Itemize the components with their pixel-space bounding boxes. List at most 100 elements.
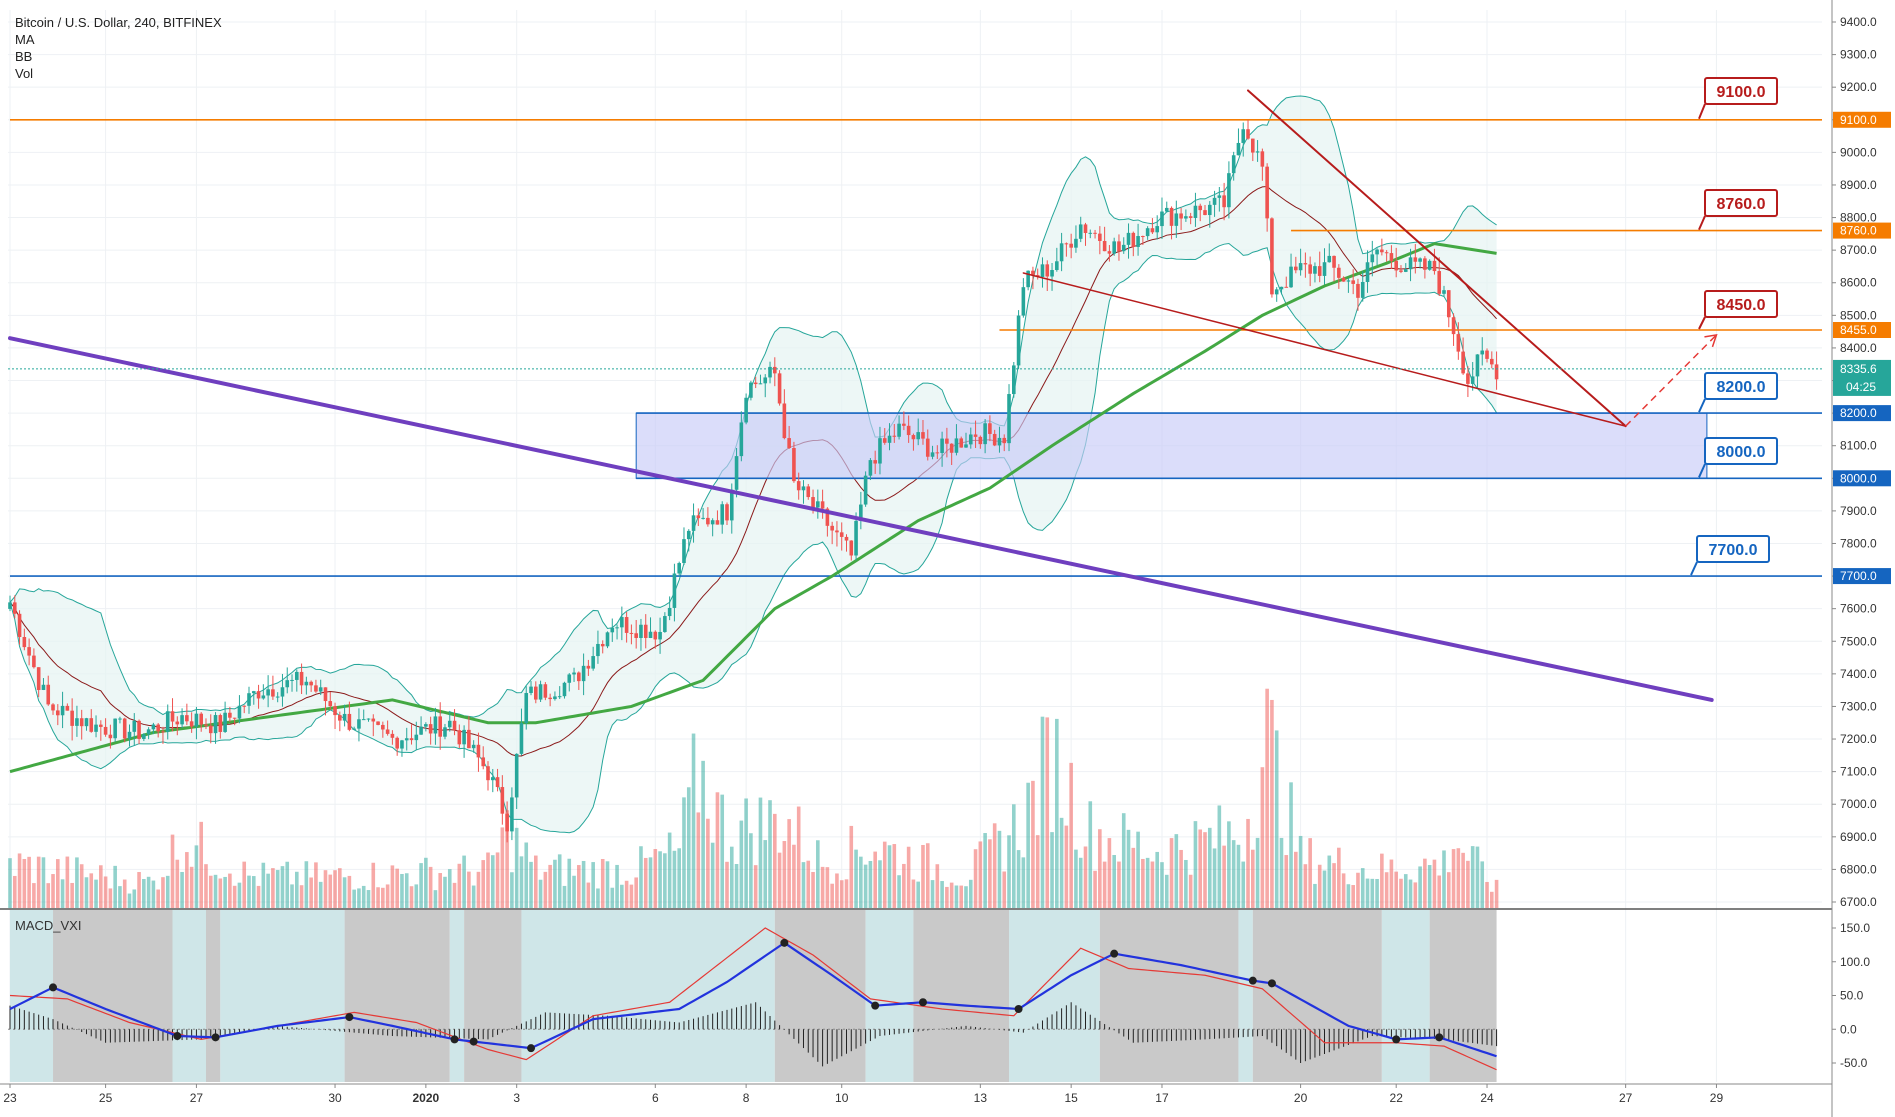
volume-bar (1002, 871, 1007, 908)
volume-bar (113, 865, 117, 908)
trendline-wedge-upper (1247, 89, 1627, 428)
candle (567, 673, 572, 692)
candle-body (777, 373, 782, 404)
volume-bar (103, 876, 108, 908)
candle-body (806, 486, 811, 498)
volume-bar (1494, 879, 1499, 908)
candle-body (1212, 197, 1217, 205)
volume-bar (749, 833, 753, 908)
candle (1322, 248, 1327, 285)
volume-bar (1212, 848, 1217, 908)
candle-body (954, 438, 959, 453)
volume-bar (835, 873, 839, 908)
volume-bar (1442, 850, 1446, 908)
callout-pointer (1698, 316, 1706, 330)
candle-body (1289, 266, 1293, 288)
candle (1131, 231, 1136, 257)
candle (954, 424, 959, 456)
candle-body (271, 689, 275, 697)
candle-body (1055, 261, 1059, 270)
volume-bar (519, 856, 524, 908)
time-tick-label: 22 (1390, 1091, 1404, 1105)
volume-bar (1437, 875, 1442, 908)
candle (596, 630, 600, 664)
volume-bar (56, 859, 60, 908)
candle-body (447, 720, 452, 728)
candle (639, 618, 643, 651)
candle-body (663, 616, 667, 632)
volume-bar (691, 733, 696, 908)
volume-bar (490, 855, 495, 908)
candle (285, 667, 290, 694)
candle (677, 561, 681, 577)
volume-bar (99, 865, 103, 908)
candle-body (280, 687, 285, 697)
last-price-badge: 8335.6 04:25 (1833, 359, 1891, 396)
candle (830, 521, 834, 545)
candle (1016, 310, 1021, 370)
volume-bar (648, 857, 653, 908)
volume-bar (366, 890, 371, 908)
candle-body (419, 726, 423, 735)
volume-bar (586, 882, 591, 908)
candle (1169, 206, 1174, 240)
price-tick-label: 7400.0 (1840, 667, 1877, 681)
macd-pane-label[interactable]: MACD_VXI (15, 918, 82, 933)
candle-body (438, 716, 442, 737)
candle (505, 801, 509, 843)
volume-bar (1236, 844, 1241, 908)
candle-body (878, 438, 882, 464)
volume-bar (213, 874, 218, 908)
candle-body (916, 432, 920, 440)
candle (161, 726, 165, 744)
candle (854, 512, 858, 561)
candle (447, 710, 452, 732)
candle (342, 704, 347, 727)
bb-lower-line (9, 243, 1498, 834)
candle (749, 380, 753, 401)
candle (17, 610, 22, 645)
candle-body (1298, 263, 1303, 271)
candle (1031, 266, 1035, 290)
volume-bar (1112, 855, 1116, 908)
candle (1298, 248, 1303, 276)
volume-bar (1380, 853, 1384, 908)
indicator-ma-label[interactable]: MA (15, 32, 35, 47)
candle-body (849, 540, 854, 556)
candle (60, 691, 65, 729)
macd-tick-label: 50.0 (1840, 989, 1864, 1003)
volume-bar (892, 844, 897, 908)
volume-bar (1035, 835, 1040, 908)
candle-body (964, 444, 968, 448)
candle-body (1217, 195, 1222, 198)
candle-body (137, 720, 141, 739)
volume-bar (734, 864, 739, 908)
volume-bar (357, 888, 361, 908)
macd-region-down (205, 910, 221, 1082)
candle-body (189, 721, 194, 727)
volume-bar (1337, 847, 1341, 908)
candle (1021, 278, 1026, 318)
indicator-vol-label[interactable]: Vol (15, 66, 34, 81)
candle-body (237, 705, 242, 719)
volume-bar (562, 885, 567, 908)
candle-body (127, 731, 132, 739)
candle-body (1351, 280, 1355, 284)
candle-body (596, 643, 600, 657)
volume-bar (46, 883, 51, 908)
candle (1384, 250, 1389, 262)
candle (151, 722, 156, 735)
indicator-bb-label[interactable]: BB (15, 49, 33, 64)
volume-bar (715, 792, 720, 908)
price-tick-label: 7000.0 (1840, 797, 1877, 811)
volume-bar (658, 851, 662, 908)
candle (232, 717, 237, 726)
candle-body (586, 665, 591, 669)
volume-bar (376, 887, 380, 908)
macd-cross-dot (918, 998, 927, 1007)
time-tick-label: 15 (1064, 1091, 1078, 1105)
candle-body (763, 377, 768, 384)
volume-bar (1026, 782, 1030, 908)
symbol-title[interactable]: Bitcoin / U.S. Dollar, 240, BITFINEX (15, 15, 222, 30)
